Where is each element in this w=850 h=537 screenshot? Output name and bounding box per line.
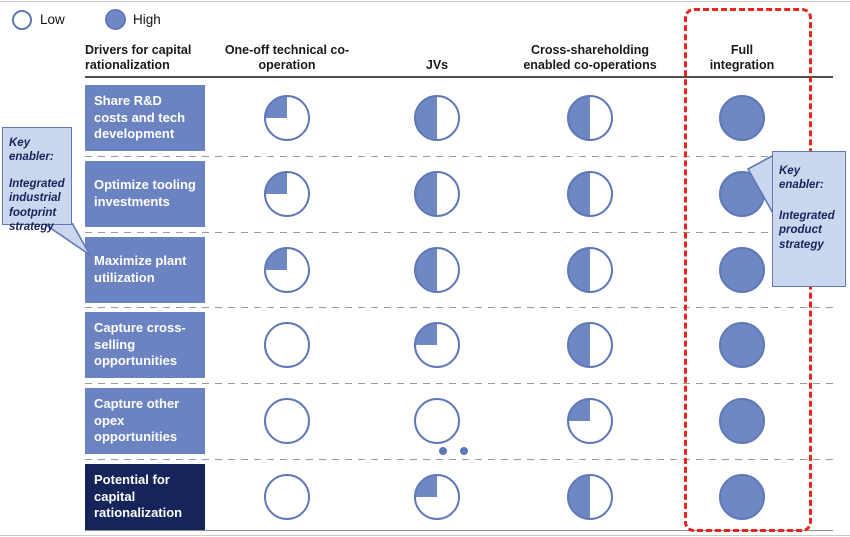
right-callout: Key enabler: Integrated product strategy <box>772 151 846 287</box>
row-label-1: Share R&D costs and tech development <box>85 85 205 151</box>
column-header-full: Full integration <box>709 42 775 73</box>
right-callout-tail <box>747 154 775 216</box>
ellipsis-dot-icon <box>439 447 447 455</box>
harvey-ball-r3-c1 <box>264 247 310 293</box>
column-header-drivers: Drivers for capital rationalization <box>85 42 192 73</box>
ellipsis-dot-icon <box>460 447 468 455</box>
harvey-ball-r2-c1 <box>264 171 310 217</box>
harvey-ball-r4-c2 <box>414 322 460 368</box>
harvey-ball-r6-c3 <box>567 474 613 520</box>
harvey-ball-r5-c3 <box>567 398 613 444</box>
row-separator <box>85 307 833 308</box>
harvey-ball-r1-c2 <box>414 95 460 141</box>
harvey-ball-r5-c1 <box>264 398 310 444</box>
harvey-ball-r5-c4 <box>719 398 765 444</box>
column-header-jvs: JVs <box>425 58 449 73</box>
harvey-ball-r6-c4 <box>719 474 765 520</box>
row-separator <box>85 232 833 233</box>
harvey-ball-r2-c3 <box>567 171 613 217</box>
harvey-ball-r4-c4 <box>719 322 765 368</box>
row-label-6: Potential for capital rationalization <box>85 464 205 530</box>
bottom-border-line <box>0 535 850 536</box>
harvey-ball-r6-c2 <box>414 474 460 520</box>
harvey-ball-r4-c3 <box>567 322 613 368</box>
harvey-ball-r2-c2 <box>414 171 460 217</box>
row-label-5: Capture other opex opportunities <box>85 388 205 454</box>
row-label-2: Optimize tooling investments <box>85 161 205 227</box>
right-callout-title: Key enabler: <box>779 165 824 192</box>
harvey-ball-r3-c3 <box>567 247 613 293</box>
row-separator <box>85 459 833 460</box>
harvey-ball-r3-c2 <box>414 247 460 293</box>
row-label-4: Capture cross-selling opportunities <box>85 312 205 378</box>
top-border-line <box>0 1 850 2</box>
left-callout-tail <box>42 223 91 256</box>
left-callout-body: Integrated industrial footprint strategy <box>9 177 65 233</box>
right-callout-body: Integrated product strategy <box>779 209 835 251</box>
legend-low-label: Low <box>40 12 65 27</box>
column-header-cross: Cross-shareholding enabled co-operations <box>523 42 657 73</box>
harvey-ball-r5-c2 <box>414 398 460 444</box>
harvey-ball-r1-c4 <box>719 95 765 141</box>
legend-high-label: High <box>133 12 161 27</box>
harvey-ball-r1-c3 <box>567 95 613 141</box>
left-callout-title: Key enabler: <box>9 137 54 164</box>
harvey-ball-r3-c4 <box>719 247 765 293</box>
legend-high-circle-icon <box>105 9 126 30</box>
harvey-ball-r4-c1 <box>264 322 310 368</box>
legend-low-circle-icon <box>12 10 32 30</box>
header-underline <box>85 76 833 78</box>
row-label-3: Maximize plant utilization <box>85 237 205 303</box>
harvey-ball-r1-c1 <box>264 95 310 141</box>
harvey-ball-r6-c1 <box>264 474 310 520</box>
left-callout: Key enabler: Integrated industrial footp… <box>2 127 72 233</box>
row-separator <box>85 156 833 157</box>
column-header-oneoff: One-off technical co-operation <box>224 42 350 73</box>
row-separator <box>85 383 833 384</box>
matrix-bottom-rule <box>85 530 833 531</box>
